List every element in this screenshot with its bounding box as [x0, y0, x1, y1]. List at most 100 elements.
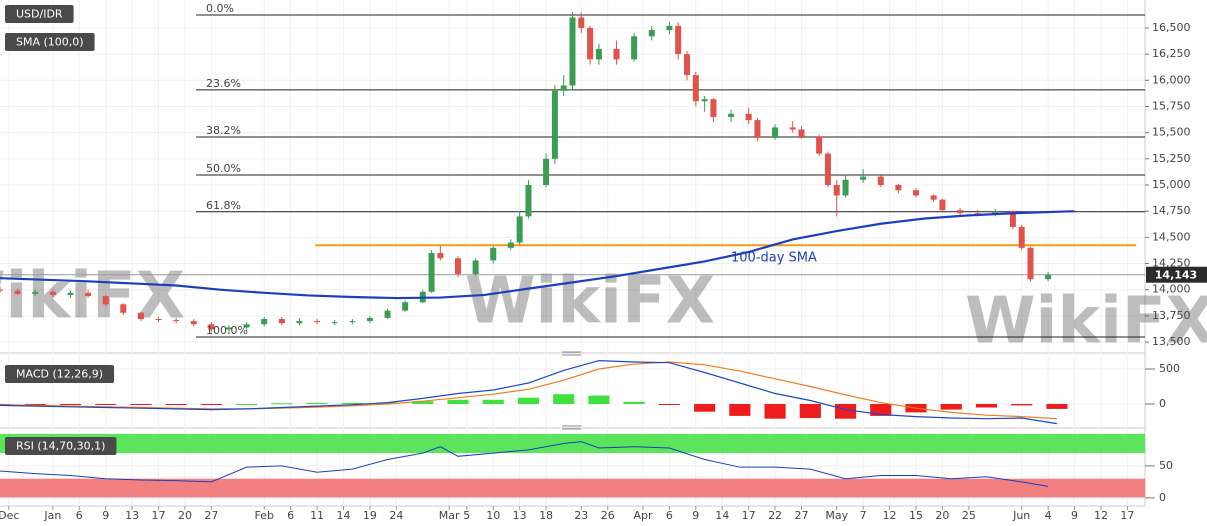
candle-body — [490, 247, 497, 261]
candle-body — [631, 36, 638, 60]
y-tick-label: 15,250 — [1152, 152, 1191, 165]
y-tick-label: 14,000 — [1152, 283, 1191, 296]
candle-body — [1009, 211, 1016, 227]
x-tick-label: Dec — [0, 509, 19, 522]
legend-box — [5, 365, 115, 383]
candle-body — [684, 54, 690, 76]
histogram-bar — [834, 403, 857, 419]
candle-body — [137, 312, 144, 320]
candle-body — [296, 321, 303, 324]
y-tick-label: 15,000 — [1152, 178, 1191, 191]
candle-body — [0, 289, 3, 291]
x-tick-label: 11 — [310, 509, 324, 522]
y-tick-label: 0 — [1159, 491, 1166, 504]
candle-body — [437, 253, 444, 259]
x-tick-label: Feb — [254, 509, 273, 522]
candle-body — [842, 179, 849, 196]
candle-body — [366, 317, 373, 322]
candle-body — [243, 324, 250, 328]
candle-body — [745, 113, 752, 121]
x-tick-label: 24 — [389, 509, 403, 522]
legend-box — [5, 5, 74, 23]
candle-body — [278, 319, 285, 324]
histogram-bar — [1046, 403, 1068, 409]
candle-body — [428, 253, 435, 292]
legend-label: USD/IDR — [16, 8, 63, 21]
y-tick-label: 14,500 — [1152, 230, 1191, 243]
signal-line — [0, 361, 1057, 420]
macd-line — [0, 359, 1058, 425]
candle-body — [507, 242, 514, 248]
histogram-bar — [341, 402, 363, 404]
candle-body — [877, 176, 884, 185]
candle-body — [208, 324, 215, 330]
x-tick-label: 19 — [363, 509, 377, 522]
x-tick-label: 12 — [1094, 509, 1108, 522]
watermark: WikiFX — [0, 260, 185, 334]
candle-body — [543, 158, 550, 185]
x-tick-label: 6 — [76, 509, 83, 522]
candle-body — [102, 295, 109, 305]
x-tick-label: 6 — [287, 509, 294, 522]
candle-body — [472, 260, 479, 274]
legend-box — [5, 33, 95, 51]
histogram-bar — [271, 403, 293, 405]
x-tick-label: 9 — [1071, 509, 1078, 522]
histogram-bar — [870, 403, 892, 416]
histogram-bar — [553, 394, 575, 404]
candle-body — [789, 127, 796, 130]
candle-body — [1045, 274, 1052, 280]
x-tick-label: Jun — [1012, 509, 1030, 522]
candle-body — [155, 319, 162, 321]
x-tick-label: 13 — [125, 509, 139, 522]
candle-body — [992, 211, 999, 215]
x-tick-label: 20 — [178, 509, 192, 522]
panel-grip — [562, 351, 582, 430]
x-tick-label: 20 — [935, 509, 949, 522]
x-tick-label: 12 — [883, 509, 897, 522]
candle-body — [120, 304, 127, 313]
histogram-bar — [764, 403, 786, 419]
candle-body — [226, 327, 232, 330]
x-tick-label: 9 — [692, 509, 699, 522]
candle-body — [675, 25, 682, 55]
histogram-bar — [975, 403, 998, 408]
y-tick-label: 15,500 — [1152, 126, 1191, 139]
annotation: 100-day SMA — [731, 251, 817, 266]
candle-body — [560, 85, 567, 91]
x-tick-label: 6 — [666, 509, 673, 522]
x-tick-label: 17 — [152, 509, 166, 522]
histogram-bar — [447, 399, 469, 404]
candle-body — [32, 291, 39, 294]
x-tick-label: 7 — [860, 509, 867, 522]
marks — [0, 12, 1145, 487]
y-tick-label: 13,750 — [1152, 309, 1191, 322]
x-tick-label: 14 — [715, 509, 729, 522]
fib-label: 0.0% — [206, 2, 234, 15]
candle-body — [701, 99, 708, 102]
x-tick-label: 27 — [204, 509, 218, 522]
x-tick-label: 14 — [337, 509, 351, 522]
legend-label: MACD (12,26,9) — [16, 368, 103, 381]
candle-body — [710, 99, 717, 117]
x-tick-label: 9 — [102, 509, 109, 522]
histogram-bar — [24, 403, 46, 405]
x-tick-label: Mar — [439, 509, 460, 522]
candle-body — [190, 321, 197, 325]
histogram-bar — [130, 403, 152, 405]
candle-body — [331, 322, 338, 324]
candle-body — [349, 321, 356, 323]
candle-body — [67, 292, 74, 295]
candle-body — [261, 319, 268, 325]
histogram-bar — [694, 403, 716, 412]
fib-label: 23.6% — [206, 77, 241, 90]
y-tick-label: 16,000 — [1152, 73, 1191, 86]
candle-body — [595, 48, 602, 60]
legend-label: RSI (14,70,30,1) — [16, 440, 105, 453]
y-tick-label: 500 — [1159, 362, 1180, 375]
candle-body — [569, 17, 576, 86]
x-tick-label: 26 — [601, 509, 615, 522]
candle-body — [939, 199, 946, 211]
